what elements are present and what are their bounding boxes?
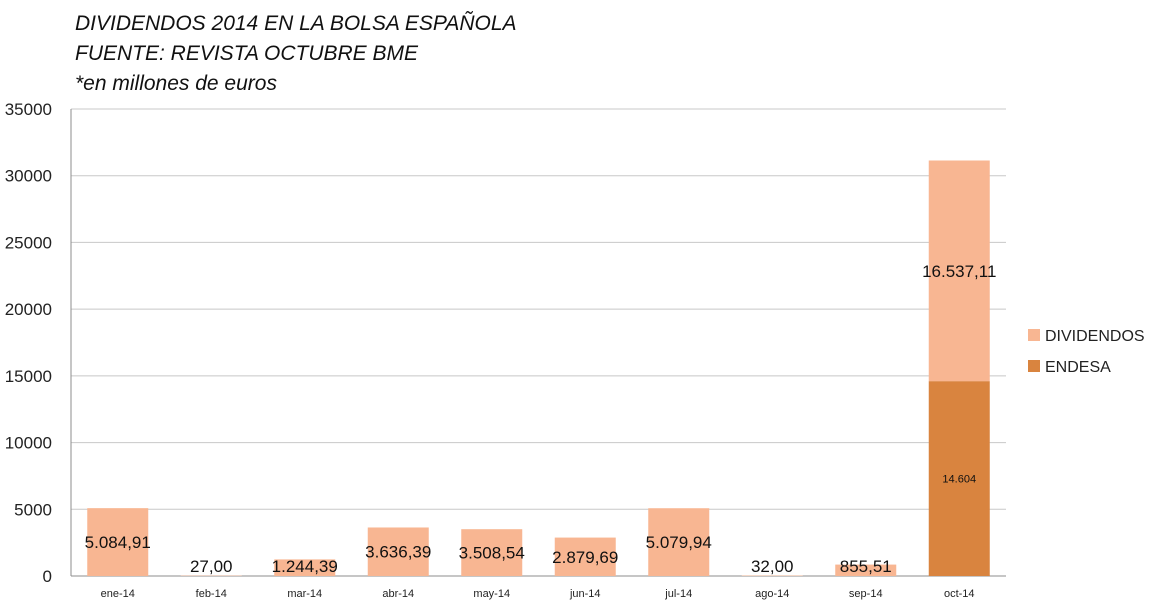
y-tick-label: 30000 [5, 167, 52, 186]
data-label-endesa: 14.604 [942, 474, 976, 486]
x-tick-label: ene-14 [101, 588, 135, 600]
data-label-dividendos: 5.079,94 [646, 533, 712, 552]
data-label-dividendos: 855,51 [840, 557, 892, 576]
legend-swatch-endesa [1028, 360, 1040, 372]
y-tick-label: 10000 [5, 434, 52, 453]
bar-dividendos [461, 529, 523, 576]
data-label-dividendos: 32,00 [751, 557, 794, 576]
x-tick-label: oct-14 [944, 588, 975, 600]
y-tick-label: 35000 [5, 100, 52, 119]
bar-dividendos [554, 537, 616, 576]
data-label-dividendos: 1.244,39 [272, 557, 338, 576]
bar-dividendos [87, 508, 149, 576]
bar-dividendos [648, 508, 710, 576]
bar-endesa [928, 381, 990, 576]
bar-dividendos [835, 564, 897, 576]
chart-source: FUENTE: REVISTA OCTUBRE BME [75, 42, 419, 65]
data-label-dividendos: 27,00 [190, 557, 233, 576]
x-tick-label: jun-14 [569, 588, 601, 600]
legend-label-dividendos: DIVIDENDOS [1045, 328, 1145, 345]
x-tick-label: ago-14 [755, 588, 789, 600]
data-label-dividendos: 5.084,91 [85, 533, 151, 552]
x-tick-label: jul-14 [664, 588, 692, 600]
legend-label-endesa: ENDESA [1045, 359, 1111, 376]
bar-dividendos [274, 559, 336, 576]
y-tick-label: 15000 [5, 367, 52, 386]
data-label-dividendos: 3.636,39 [365, 543, 431, 562]
x-tick-label: may-14 [473, 588, 510, 600]
bar-dividendos [928, 160, 990, 382]
data-label-dividendos: 2.879,69 [552, 548, 618, 567]
legend-swatch-dividendos [1028, 329, 1040, 341]
y-tick-label: 20000 [5, 300, 52, 319]
chart-title: DIVIDENDOS 2014 EN LA BOLSA ESPAÑOLA [75, 12, 517, 35]
data-label-dividendos: 16.537,11 [922, 262, 996, 281]
chart-units-note: *en millones de euros [75, 72, 277, 95]
bar-dividendos [367, 527, 429, 576]
x-tick-label: abr-14 [382, 588, 414, 600]
y-tick-label: 25000 [5, 233, 52, 252]
x-tick-label: sep-14 [849, 588, 883, 600]
x-tick-label: feb-14 [196, 588, 227, 600]
y-tick-label: 0 [43, 567, 52, 586]
x-tick-label: mar-14 [287, 588, 322, 600]
data-label-dividendos: 3.508,54 [459, 544, 525, 563]
y-tick-label: 5000 [14, 500, 52, 519]
